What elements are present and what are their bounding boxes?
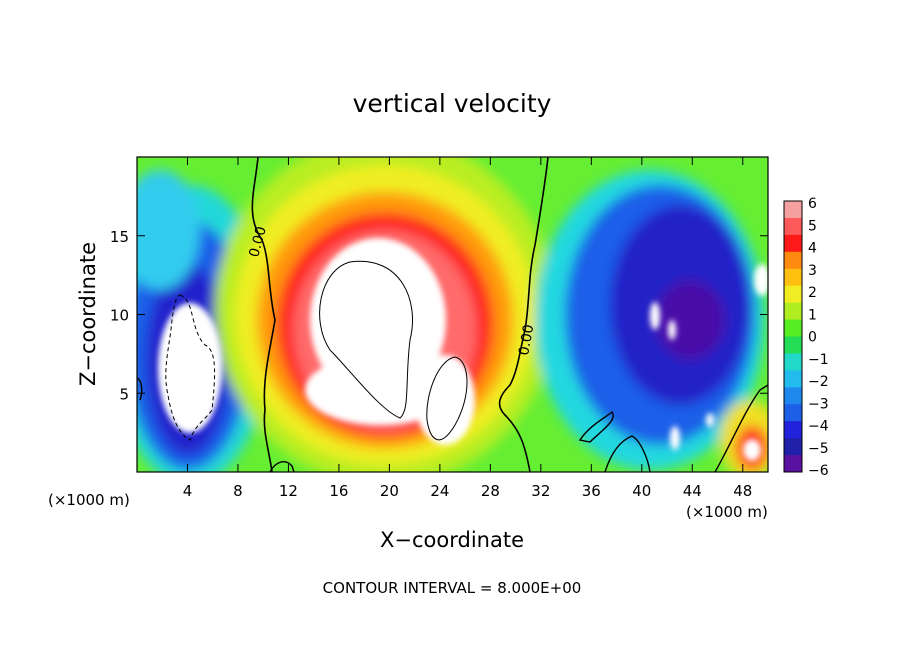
contour-label-right: 0.00 — [516, 323, 537, 356]
contour-bottom-small — [578, 410, 614, 443]
colorbar-tick-label: −5 — [808, 441, 829, 457]
x-unit-right: (×1000 m) — [686, 503, 768, 521]
colorbar-tick-label: 2 — [808, 285, 817, 301]
colorbar-tick-label: 0 — [808, 330, 817, 346]
colorbar-swatch — [784, 455, 802, 473]
core-bottomright-white — [743, 439, 761, 461]
colorbar-tick-label: 5 — [808, 218, 817, 234]
contour-label-left: 0.00 — [246, 225, 270, 259]
colorbar-swatch — [784, 234, 802, 253]
contour-lines — [137, 157, 768, 472]
core-right-white-2 — [668, 320, 676, 340]
colorbar-tick-label: −6 — [808, 463, 829, 479]
x-tick-label: 40 — [632, 482, 651, 500]
colorbar-swatch — [784, 285, 802, 304]
x-axis-ticks: 4 8 12 16 20 24 28 32 36 40 44 48 — [183, 157, 752, 500]
contour-center-loop — [319, 260, 413, 419]
colorbar-tick-label: −1 — [808, 352, 829, 368]
contour-left-edge — [137, 377, 143, 401]
x-tick-label: 20 — [380, 482, 399, 500]
y-tick-label: 10 — [110, 307, 129, 325]
colorbar-tick-label: −2 — [808, 374, 829, 390]
core-right-white-4 — [670, 426, 680, 450]
heatmap-field — [137, 157, 768, 472]
y-tick-label: 5 — [119, 385, 129, 403]
x-tick-label: 12 — [279, 482, 298, 500]
colorbar-frame — [783, 200, 803, 473]
chart-title: vertical velocity — [353, 89, 552, 118]
colorbar-swatch — [784, 438, 802, 456]
contour-bottom-left — [269, 461, 295, 472]
x-tick-label: 24 — [430, 482, 449, 500]
colorbar-swatch — [784, 404, 802, 422]
colorbar-swatch — [784, 353, 802, 371]
contour-left-dashed — [165, 294, 216, 441]
colorbar-swatch — [784, 421, 802, 439]
colorbar: 6 5 4 3 2 1 0 −1 −2 −3 −4 −5 −6 — [783, 196, 829, 479]
core-right-white-3 — [754, 264, 768, 296]
colorbar-swatch — [784, 302, 802, 320]
colorbar-swatch — [784, 217, 802, 236]
colorbar-swatch — [784, 319, 802, 337]
core-left-white — [158, 303, 222, 433]
colorbar-swatch — [784, 201, 802, 219]
core-right-white-1 — [650, 302, 660, 330]
colorbar-swatch — [784, 251, 802, 270]
x-tick-label: 8 — [233, 482, 243, 500]
colorbar-tick-label: 3 — [808, 263, 817, 279]
x-tick-label: 4 — [183, 482, 193, 500]
colorbar-tick-label: 1 — [808, 307, 817, 323]
colorbar-swatch — [784, 336, 802, 354]
contour-interval-text: CONTOUR INTERVAL = 8.000E+00 — [323, 579, 582, 597]
x-axis-label: X−coordinate — [380, 528, 524, 552]
x-unit-left: (×1000 m) — [48, 491, 130, 509]
core-right-white-5 — [706, 413, 714, 427]
colorbar-tick-label: −3 — [808, 396, 829, 412]
y-axis-ticks: 5 10 15 — [110, 228, 768, 403]
contour-bottom-right — [604, 435, 651, 472]
blob-right-purple — [655, 280, 725, 360]
contour-right-loop — [426, 356, 468, 441]
colorbar-tick-label: 4 — [808, 241, 817, 257]
zero-contour-left — [251, 157, 276, 472]
velocity-cores — [158, 238, 768, 461]
x-tick-label: 48 — [733, 482, 752, 500]
contour-right-edge — [714, 384, 768, 472]
x-tick-label: 28 — [481, 482, 500, 500]
x-tick-label: 16 — [329, 482, 348, 500]
colorbar-swatch — [784, 268, 802, 287]
y-tick-label: 15 — [110, 228, 129, 246]
colorbar-tick-label: 6 — [808, 196, 817, 212]
colorbar-swatch — [784, 370, 802, 388]
y-axis-label: Z−coordinate — [76, 242, 100, 386]
core-center-white-right — [415, 355, 475, 445]
colorbar-swatch — [784, 387, 802, 405]
zero-contour-right — [498, 157, 549, 472]
x-tick-label: 32 — [531, 482, 550, 500]
contour-labels: 0.00 0.00 — [246, 225, 537, 357]
blob-topleft-cyan — [137, 170, 200, 290]
x-tick-label: 36 — [582, 482, 601, 500]
x-tick-label: 44 — [683, 482, 702, 500]
colorbar-tick-label: −4 — [808, 419, 829, 435]
